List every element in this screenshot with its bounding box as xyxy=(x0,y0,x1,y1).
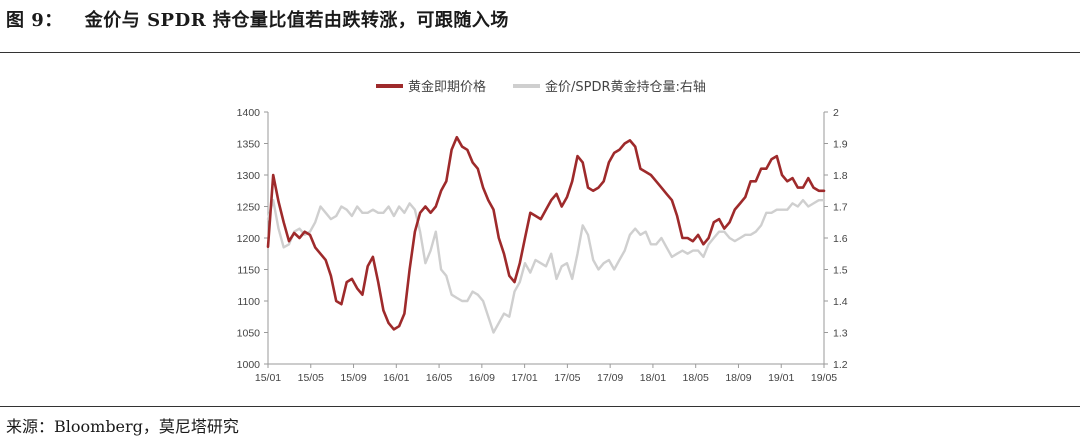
figure-title: 图 9： 金价与 SPDR 持仓量比值若由跌转涨，可跟随入场 xyxy=(6,6,509,32)
legend: 黄金即期价格 金价/SPDR黄金持仓量:右轴 xyxy=(376,79,706,95)
right-tick-label: 1.7 xyxy=(833,202,848,214)
left-tick-label: 1350 xyxy=(237,139,261,151)
series-layer xyxy=(266,135,826,334)
left-tick-label: 1050 xyxy=(237,328,261,340)
left-tick-label: 1200 xyxy=(237,233,261,245)
left-tick-label: 1000 xyxy=(237,359,261,371)
source-note: 来源：Bloomberg，莫尼塔研究 xyxy=(6,417,239,436)
x-tick-label: 19/01 xyxy=(768,372,794,384)
right-tick-label: 1.5 xyxy=(833,265,848,277)
figure-title-text: 金价与 SPDR 持仓量比值若由跌转涨，可跟随入场 xyxy=(84,10,509,31)
x-tick-label: 15/01 xyxy=(255,372,281,384)
left-tick-label: 1100 xyxy=(237,296,260,308)
right-tick-label: 1.9 xyxy=(833,139,848,151)
figure-number: 图 9： xyxy=(6,10,63,31)
left-tick-label: 1400 xyxy=(237,107,261,119)
x-tick-label: 18/05 xyxy=(683,372,709,384)
left-tick-label: 1300 xyxy=(237,170,261,182)
x-tick-label: 17/01 xyxy=(511,372,537,384)
legend-label-ratio: 金价/SPDR黄金持仓量:右轴 xyxy=(545,79,706,95)
x-tick-label: 19/05 xyxy=(811,372,837,384)
x-tick-label: 16/09 xyxy=(469,372,495,384)
right-tick-label: 2 xyxy=(833,107,839,119)
right-tick-label: 1.6 xyxy=(833,233,848,245)
chart: 黄金即期价格 金价/SPDR黄金持仓量:右轴 10001050110011501… xyxy=(237,79,848,384)
series-line-ratio xyxy=(266,198,826,334)
right-tick-label: 1.4 xyxy=(833,296,848,308)
top-rule xyxy=(0,52,1080,53)
x-tick-label: 17/09 xyxy=(597,372,623,384)
x-tick-label: 15/09 xyxy=(340,372,366,384)
x-tick-label: 18/09 xyxy=(725,372,751,384)
left-axis-ticks: 1000 1050 1100 1150 1200 1250 1300 1350 1400 xyxy=(237,107,268,371)
right-axis-ticks: 1.2 1.3 1.4 1.5 1.6 1.7 1.8 1.9 2 xyxy=(824,107,848,371)
left-tick-label: 1250 xyxy=(237,202,261,214)
x-tick-label: 15/05 xyxy=(298,372,324,384)
right-tick-label: 1.3 xyxy=(833,328,848,340)
x-tick-label: 17/05 xyxy=(554,372,580,384)
series-line-gold-price xyxy=(266,135,826,331)
bottom-rule xyxy=(0,406,1080,407)
x-axis-ticks: 15/01 15/05 15/09 16/01 16/05 16/09 17/01 17/05… xyxy=(255,364,837,384)
x-tick-label: 18/01 xyxy=(640,372,666,384)
legend-label-gold-price: 黄金即期价格 xyxy=(408,79,486,95)
right-tick-label: 1.8 xyxy=(833,170,848,182)
x-tick-label: 16/05 xyxy=(426,372,452,384)
right-tick-label: 1.2 xyxy=(833,359,848,371)
left-tick-label: 1150 xyxy=(237,265,260,277)
x-tick-label: 16/01 xyxy=(383,372,409,384)
